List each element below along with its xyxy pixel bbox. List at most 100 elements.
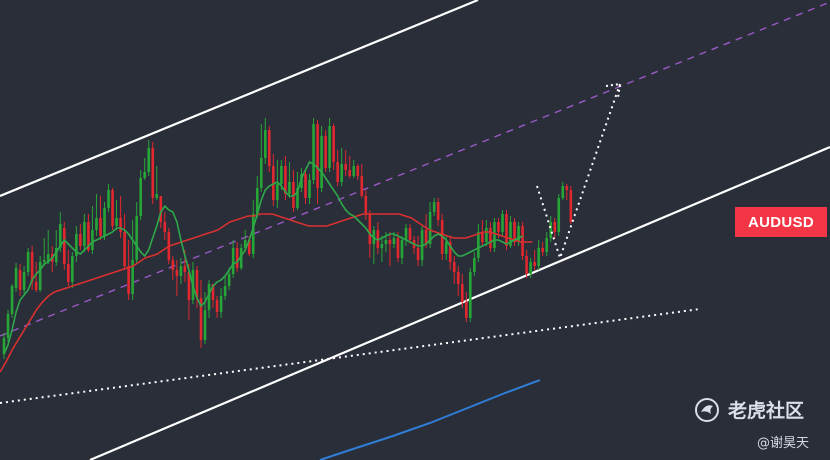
candle-bull (219, 296, 223, 312)
candle-bull (227, 274, 231, 286)
candle-bull (264, 130, 267, 158)
candle-bear (332, 126, 335, 162)
candle-bull (2, 338, 6, 354)
candle-bull (384, 240, 388, 244)
candle-bull (501, 214, 504, 232)
candle-bull (537, 248, 540, 266)
candle-bull (143, 172, 146, 178)
candle-bull (22, 272, 26, 290)
channel-upper-line (0, 0, 479, 198)
candle-bear (452, 262, 456, 272)
candle-bear (460, 284, 464, 302)
candle-bear (569, 190, 573, 222)
candle-bull (179, 266, 183, 276)
candle-bear (247, 240, 251, 254)
candle-bear (99, 218, 102, 236)
candle-bear (34, 282, 38, 290)
candle-bull (139, 178, 142, 216)
candle-bull (549, 222, 553, 238)
ma-long-line (319, 379, 541, 460)
candle-bull (509, 222, 512, 246)
candle-bull (493, 222, 496, 248)
candle-bull (400, 240, 404, 258)
candle-bear (284, 166, 287, 194)
candle-bear (119, 218, 122, 232)
candle-bear (344, 164, 347, 170)
candle-bull (135, 216, 138, 260)
candle-bull (26, 252, 30, 272)
candle-bull (115, 218, 118, 226)
candle-bull (328, 126, 331, 168)
candle-bull (91, 230, 94, 250)
candle-bear (215, 300, 219, 312)
candle-bear (235, 248, 239, 268)
candle-bull (296, 188, 299, 208)
candle-bull (54, 248, 58, 262)
candle-bear (497, 222, 500, 232)
candle-bear (159, 196, 163, 222)
candle-bear (448, 242, 452, 262)
candle-bull (71, 256, 74, 282)
candle-bear (541, 248, 544, 252)
candle-bull (308, 180, 311, 198)
candle-bear (187, 272, 191, 300)
author-handle: @谢昊天 (757, 436, 810, 451)
projection-path (536, 83, 621, 262)
candle-bear (316, 124, 319, 188)
candle-bear (171, 260, 175, 270)
candle-bull (251, 214, 255, 254)
candle-bull (147, 148, 151, 172)
candle-bull (223, 286, 227, 296)
candle-bear (163, 222, 167, 232)
candle-bear (424, 230, 428, 244)
candle-bull (46, 254, 50, 262)
candle-bull (38, 262, 42, 290)
candle-bull (404, 228, 408, 240)
ma-fast-line (3, 160, 523, 355)
candle-bear (396, 238, 400, 258)
candle-bear (368, 214, 372, 244)
candle-bear (195, 270, 199, 298)
candle-bull (485, 228, 488, 242)
candle-bull (231, 248, 235, 274)
symbol-price-tag[interactable]: AUDUSD (735, 207, 827, 237)
candle-bull (300, 174, 303, 188)
candle-bull (420, 230, 424, 260)
candle-bear (199, 298, 203, 340)
candle-bear (324, 136, 327, 168)
candle-bear (376, 230, 380, 248)
candle-bull (557, 198, 561, 232)
candle-bull (477, 232, 480, 258)
candle-bear (356, 166, 360, 176)
candle-bear (565, 186, 569, 190)
candle-bull (103, 208, 106, 236)
candle-bear (127, 266, 130, 294)
candle-bull (444, 242, 448, 254)
candle-bear (456, 272, 460, 284)
candle-bull (469, 272, 472, 318)
candle-bear (348, 170, 352, 176)
candle-bear (553, 222, 557, 232)
candle-bull (276, 184, 279, 200)
candle-bear (123, 232, 126, 266)
candle-bear (304, 174, 307, 198)
candle-bull (561, 186, 565, 198)
candle-bear (521, 226, 524, 256)
candle-bear (481, 232, 484, 242)
candle-bull (131, 260, 134, 294)
candle-bull (428, 212, 432, 244)
candle-bull (243, 240, 247, 248)
candle-bull (255, 188, 259, 214)
candle-bull (280, 166, 283, 184)
candle-bull (10, 286, 14, 314)
candle-bull (83, 222, 86, 246)
candle-bull (517, 226, 520, 242)
candle-bear (513, 222, 516, 242)
candle-bull (392, 238, 396, 244)
candle-bull (529, 262, 532, 274)
candle-bull (239, 248, 243, 268)
watermark: 老虎社区 (694, 396, 804, 423)
candle-bear (63, 228, 66, 264)
candle-bear (525, 256, 528, 274)
